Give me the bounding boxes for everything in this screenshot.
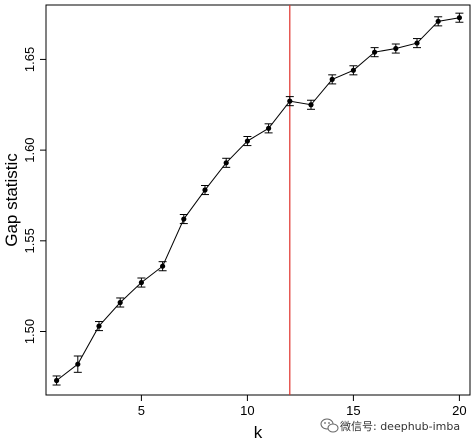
- x-tick-label: 5: [138, 403, 145, 418]
- data-point: [435, 18, 441, 24]
- data-point: [96, 323, 102, 329]
- data-point: [393, 45, 399, 52]
- data-point: [138, 279, 144, 286]
- data-point: [54, 377, 60, 384]
- data-point: [117, 299, 123, 306]
- data-point: [456, 15, 462, 21]
- wechat-icon: [320, 418, 339, 433]
- data-point: [160, 263, 166, 269]
- data-point: [266, 125, 272, 131]
- y-tick-label: 1.60: [22, 137, 37, 162]
- x-axis-title: k: [254, 423, 263, 442]
- data-point: [372, 49, 378, 55]
- data-point: [308, 102, 314, 108]
- data-point: [75, 361, 81, 367]
- x-tick-label: 10: [240, 403, 254, 418]
- y-tick-label: 1.65: [22, 47, 37, 72]
- plot-frame: [45, 4, 471, 396]
- data-point: [414, 40, 420, 46]
- data-point: [223, 160, 229, 166]
- y-axis-title: Gap statistic: [2, 153, 21, 247]
- series-line: [56, 17, 460, 381]
- data-point: [287, 98, 293, 104]
- chart-marks: 5 10 15 20 1.50 1.55 1.60 1.65: [22, 5, 467, 418]
- data-point: [350, 67, 356, 73]
- data-point: [202, 187, 208, 193]
- x-tick-label: 20: [452, 403, 466, 418]
- data-point: [329, 76, 335, 82]
- x-tick-label: 15: [346, 403, 360, 418]
- y-tick-label: 1.55: [22, 228, 37, 253]
- data-point: [181, 216, 187, 222]
- data-point: [244, 138, 250, 144]
- watermark: 微信号: deephub-imba: [320, 418, 460, 433]
- watermark-text: 微信号: deephub-imba: [340, 419, 460, 433]
- y-tick-label: 1.50: [22, 319, 37, 344]
